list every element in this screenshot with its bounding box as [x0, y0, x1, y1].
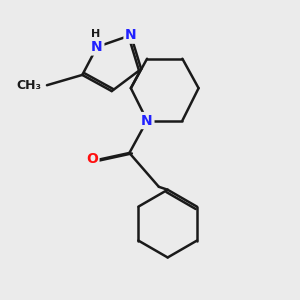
Text: H: H	[91, 29, 100, 39]
Text: N: N	[125, 28, 137, 42]
Text: N: N	[141, 114, 153, 128]
Text: O: O	[86, 152, 98, 166]
Text: CH₃: CH₃	[16, 79, 42, 92]
Text: N: N	[91, 40, 103, 54]
